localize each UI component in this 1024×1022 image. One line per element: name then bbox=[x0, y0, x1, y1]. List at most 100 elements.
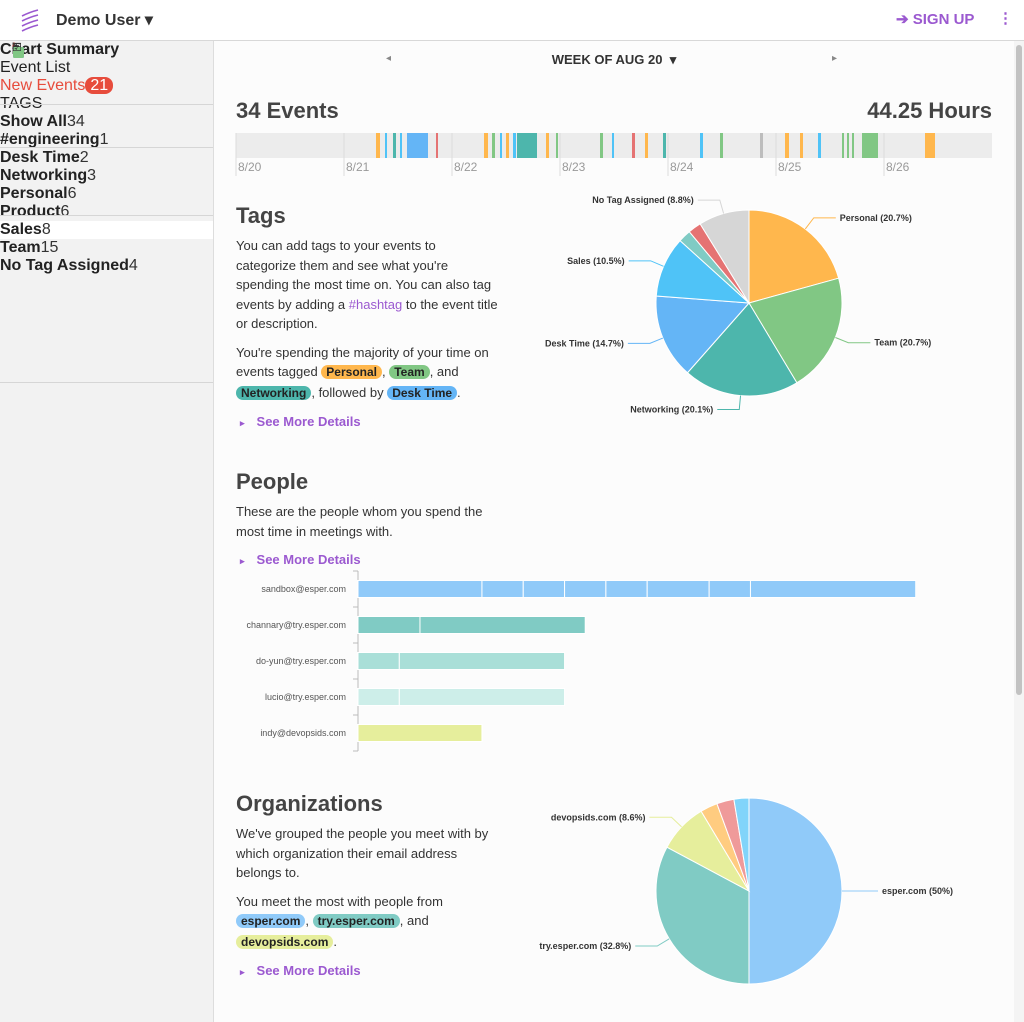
hours-total: 44.25 Hours bbox=[867, 98, 992, 123]
see-more-label: See More Details bbox=[256, 963, 361, 978]
text: , and bbox=[429, 364, 459, 379]
text: These are the people whom you spend the … bbox=[236, 504, 483, 539]
arrow: ▸ bbox=[240, 556, 245, 566]
slice-label: Team (20.7%) bbox=[874, 338, 931, 348]
count: 3 bbox=[87, 167, 97, 184]
section: Tags You can add tags to your events to c… bbox=[236, 202, 498, 433]
label: Personal bbox=[0, 185, 68, 202]
day-label: 8/26 bbox=[886, 160, 910, 174]
more-menu[interactable]: ⋮ bbox=[998, 10, 1013, 27]
tag-pill: Team bbox=[389, 365, 430, 379]
sign-up[interactable]: ➔ SIGN UP bbox=[896, 11, 975, 28]
day-label: 8/23 bbox=[562, 160, 586, 174]
text: , bbox=[382, 364, 390, 379]
bar-segment bbox=[419, 616, 586, 634]
text: We've grouped the people you meet with b… bbox=[236, 826, 489, 880]
label: Desk Time bbox=[0, 149, 80, 166]
tag-pill: Networking bbox=[236, 385, 312, 400]
person-label: do-yun@try.esper.com bbox=[256, 656, 346, 666]
bar-segment bbox=[481, 580, 524, 598]
label: Networking bbox=[0, 167, 88, 184]
slice-label: Desk Time (14.7%) bbox=[545, 338, 624, 348]
tag-pill: Personal bbox=[321, 365, 382, 379]
text: to the event title or description. bbox=[236, 296, 498, 332]
pie-slice bbox=[748, 209, 840, 304]
sign-up-label: SIGN UP bbox=[912, 11, 975, 28]
event-count: 34 Events bbox=[236, 98, 339, 123]
see-more-label: See More Details bbox=[256, 414, 361, 429]
icon: ☑ bbox=[12, 42, 22, 54]
count: 6 bbox=[60, 203, 70, 220]
arrow: ▸ bbox=[240, 418, 245, 428]
next-week[interactable]: ▸ bbox=[832, 53, 838, 64]
day-label: 8/25 bbox=[778, 160, 802, 174]
text: . bbox=[333, 933, 337, 949]
main: ◂ WEEK OF AUG 20 ▾ ▸ 34 Events 44.25 Hou… bbox=[214, 41, 1014, 1022]
hashtag[interactable]: #hashtag bbox=[348, 296, 403, 312]
pie-slice bbox=[748, 277, 843, 384]
prev-week[interactable]: ◂ bbox=[386, 53, 392, 64]
user-menu[interactable]: Demo User ▾ bbox=[56, 12, 153, 29]
person-label: indy@devopsids.com bbox=[260, 728, 346, 738]
label: Show All bbox=[0, 113, 67, 130]
see-more[interactable]: ▸ See More Details bbox=[236, 412, 498, 433]
count: 21 bbox=[85, 77, 114, 94]
slice-label: devopsids.com (8.6%) bbox=[551, 812, 646, 822]
paragraph: You meet the most with people from esper… bbox=[236, 892, 498, 953]
count: 4 bbox=[128, 257, 138, 274]
text: You're spending the majority of your tim… bbox=[236, 344, 489, 380]
bar-segment bbox=[398, 688, 566, 706]
top-bar: Demo User ▾ ➔ SIGN UP ⋮ bbox=[0, 0, 1024, 41]
paragraph: These are the people whom you spend the … bbox=[236, 502, 498, 541]
tag-pill: esper.com bbox=[236, 914, 306, 928]
see-more-label: See More Details bbox=[256, 552, 361, 567]
see-more[interactable]: ▸ See More Details bbox=[236, 550, 498, 571]
pie-slice bbox=[699, 209, 750, 305]
pie-slice bbox=[733, 797, 750, 892]
leader-line bbox=[697, 199, 725, 214]
checkbox bbox=[13, 47, 24, 58]
bar-segment bbox=[605, 580, 648, 598]
scroll-thumb[interactable] bbox=[1016, 45, 1022, 695]
section-title: People bbox=[236, 469, 309, 494]
leader-line bbox=[627, 337, 664, 344]
slice-label: try.esper.com (32.8%) bbox=[539, 941, 631, 951]
pie-slice bbox=[748, 797, 843, 985]
day-label: 8/21 bbox=[346, 160, 370, 174]
label: Team bbox=[0, 239, 41, 256]
timeline-events bbox=[376, 133, 935, 158]
arrow: ▸ bbox=[240, 967, 245, 977]
tag-pill: try.esper.com bbox=[312, 914, 400, 928]
pie-slice bbox=[655, 846, 750, 985]
text: . bbox=[457, 384, 461, 400]
no-tag[interactable]: ☑ No Tag Assigned4 bbox=[0, 42, 213, 275]
logo[interactable] bbox=[18, 8, 42, 32]
divider bbox=[0, 215, 213, 216]
bar-segment bbox=[646, 580, 710, 598]
see-more[interactable]: ▸ See More Details bbox=[236, 961, 498, 982]
section-title: Tags bbox=[236, 203, 286, 228]
section: Organizations We've grouped the people yo… bbox=[236, 790, 498, 982]
count: 34 bbox=[66, 113, 85, 130]
sidebar: ◕Chart Summary☰Event ListϟNew Events21◆T… bbox=[0, 41, 214, 1022]
paragraph: You're spending the majority of your tim… bbox=[236, 343, 498, 404]
pie-slice bbox=[655, 295, 751, 374]
day-label: 8/22 bbox=[454, 160, 478, 174]
tag-pill: devopsids.com bbox=[236, 934, 334, 949]
text: , followed by bbox=[311, 384, 388, 400]
day-label: 8/24 bbox=[670, 160, 694, 174]
slice-label: esper.com (50%) bbox=[882, 886, 953, 896]
leader-line bbox=[649, 816, 682, 828]
count: 1 bbox=[99, 131, 109, 148]
slice-label: Sales (10.5%) bbox=[567, 256, 625, 266]
label: New Events bbox=[0, 77, 86, 94]
slice-label: No Tag Assigned (8.8%) bbox=[592, 195, 694, 205]
paragraph: You can add tags to your events to categ… bbox=[236, 236, 498, 334]
pie-slice bbox=[686, 302, 798, 397]
tag-item[interactable]: Team15 bbox=[0, 47, 213, 257]
leader-line bbox=[804, 217, 836, 230]
week-selector[interactable]: WEEK OF AUG 20 ▾ bbox=[551, 52, 677, 67]
section-title: Organizations bbox=[236, 791, 383, 816]
